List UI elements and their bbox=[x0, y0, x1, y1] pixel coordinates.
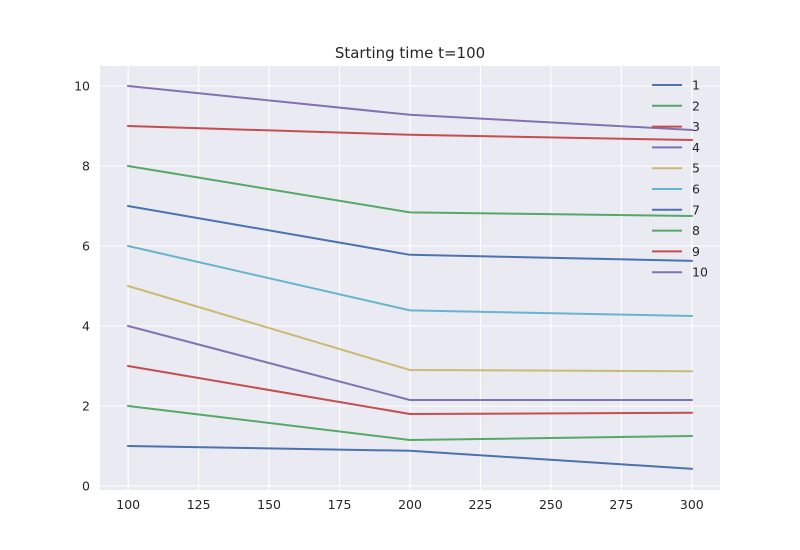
series-lines bbox=[126, 84, 693, 470]
x-tick-label: 250 bbox=[539, 497, 563, 512]
chart-title: Starting time t=100 bbox=[335, 44, 485, 62]
series-line-2 bbox=[127, 404, 693, 441]
x-tick-label: 300 bbox=[680, 497, 704, 512]
legend-label-5: 5 bbox=[692, 161, 700, 176]
legend-label-7: 7 bbox=[692, 202, 700, 217]
series-line-8 bbox=[127, 164, 693, 218]
y-tick-label: 0 bbox=[82, 479, 90, 494]
legend-label-3: 3 bbox=[692, 119, 700, 134]
series-line-9 bbox=[127, 124, 693, 142]
y-tick-label: 6 bbox=[82, 239, 90, 254]
y-tick-label: 10 bbox=[74, 79, 90, 94]
x-tick-label: 125 bbox=[187, 497, 211, 512]
series-line-4 bbox=[126, 324, 693, 401]
series-line-10 bbox=[127, 84, 693, 132]
legend-label-8: 8 bbox=[692, 223, 700, 238]
x-tick-label: 100 bbox=[116, 497, 140, 512]
x-tick-label: 200 bbox=[398, 497, 422, 512]
series-line-1 bbox=[127, 444, 693, 470]
legend-label-4: 4 bbox=[692, 140, 700, 155]
legend-label-9: 9 bbox=[692, 244, 700, 259]
y-tick-label: 4 bbox=[82, 319, 90, 334]
y-tick-label: 2 bbox=[82, 399, 90, 414]
x-tick-label: 175 bbox=[328, 497, 352, 512]
series-line-7 bbox=[127, 204, 693, 262]
x-tick-label: 150 bbox=[257, 497, 281, 512]
legend-label-10: 10 bbox=[692, 265, 708, 280]
y-tick-label: 8 bbox=[82, 159, 90, 174]
series-line-5 bbox=[126, 284, 693, 373]
grid bbox=[100, 66, 720, 490]
series-line-6 bbox=[126, 244, 693, 318]
series-line-3 bbox=[127, 364, 693, 415]
legend: 1 2 3 4 5 6 7 8 9 10 bbox=[652, 78, 708, 280]
x-tick-label: 275 bbox=[609, 497, 633, 512]
legend-label-2: 2 bbox=[692, 98, 700, 113]
legend-label-6: 6 bbox=[692, 182, 700, 197]
x-tick-label: 225 bbox=[469, 497, 493, 512]
legend-label-1: 1 bbox=[692, 78, 700, 93]
